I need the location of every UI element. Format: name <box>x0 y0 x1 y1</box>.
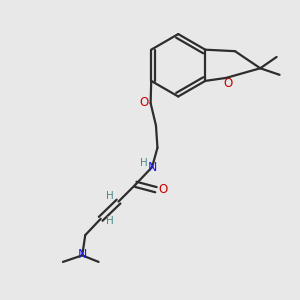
Text: H: H <box>106 216 113 226</box>
Text: N: N <box>78 248 87 261</box>
Text: H: H <box>106 191 113 201</box>
Text: H: H <box>140 158 148 168</box>
Text: O: O <box>158 183 167 196</box>
Text: N: N <box>148 161 157 174</box>
Text: O: O <box>140 96 149 109</box>
Text: O: O <box>223 77 232 90</box>
